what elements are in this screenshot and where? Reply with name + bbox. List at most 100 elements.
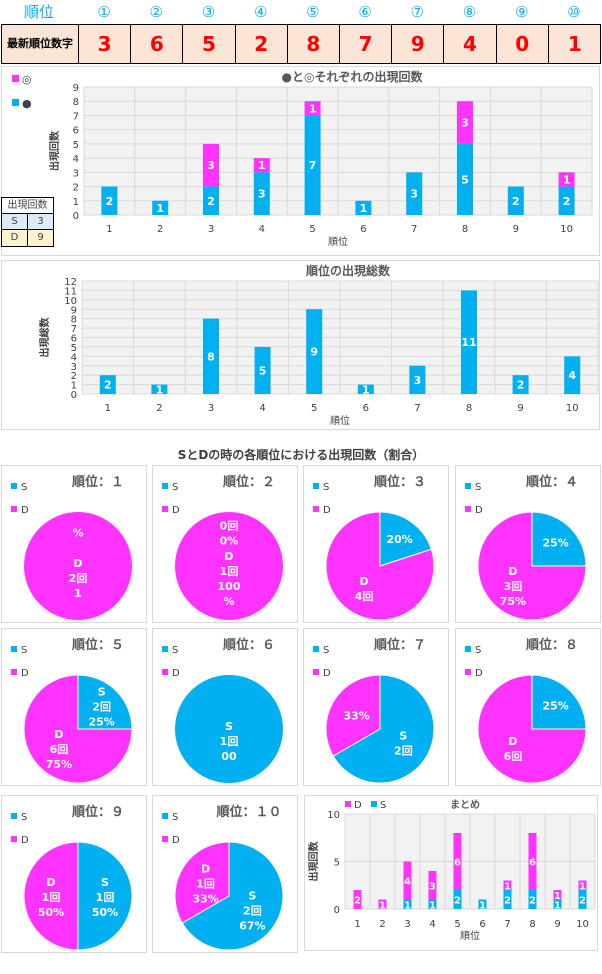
pie-slice-d [24, 512, 132, 620]
pie-data-label: 50% [38, 906, 64, 919]
bar-secondary [304, 101, 321, 116]
x-tick-label: 10 [566, 403, 579, 414]
legend-swatch-secondary [12, 75, 19, 82]
x-tick-label: 9 [554, 919, 560, 930]
pie-data-label: 0回 [220, 519, 239, 533]
pie-slice-d [325, 674, 381, 757]
chart-title: 順位の出現総数 [305, 263, 391, 278]
chart-summary: 0 5 10 2 1 1 2 1 4 3 1 3 4 2 6 5 1 6 2 1 7 2 6 8 1 1 9 2 1 10 まとめ 順位 出現回… [304, 795, 598, 951]
y-tick-label: 4 [71, 352, 77, 363]
pie-data-label: D [54, 728, 63, 741]
pie-title: 順位：９ [72, 804, 124, 820]
x-tick-label: 1 [106, 224, 112, 235]
chart-total-counts: 0 1 2 3 4 5 6 7 8 9 10 11 12 2 1 1 2 8 3 5 4 9 5 1 6 3 7 11 8 2 9 4 10 順位… [1, 260, 600, 430]
data-label: 2 [563, 195, 571, 208]
x-tick-label: 10 [560, 224, 573, 235]
bar-secondary [378, 899, 387, 909]
bar-secondary [558, 172, 575, 187]
pie-data-label: 00 [221, 750, 237, 763]
latest-digit-8: 4 [444, 25, 497, 63]
data-label: 2 [104, 379, 112, 392]
pie-chart-10: S D 順位：１０ S 2回 67% D 1回 33% [152, 795, 298, 953]
legend-swatch-s [313, 646, 319, 652]
latest-digit-7: 9 [392, 25, 445, 63]
count-table-row-s: S 3 [2, 214, 53, 230]
legend-label-d: D [475, 668, 483, 679]
y-tick-label: 3 [73, 168, 79, 179]
pie-data-label: 25% [543, 699, 569, 712]
chart-summary-svg: 05102112143134265162172681192110まとめ順位出現回… [307, 799, 596, 942]
legend-label-s: S [323, 645, 329, 656]
data-label: 2 [504, 896, 511, 907]
rank-header-9: ⑨ [514, 3, 529, 21]
x-axis-label: 順位 [328, 235, 348, 248]
data-label: 1 [360, 202, 368, 215]
pie-data-label: 1回 [220, 564, 239, 578]
data-label: 2 [517, 379, 525, 392]
pie-chart-2: S D 順位：２ 0回 0% D 1回 100% [152, 465, 298, 623]
y-tick-label: 8 [71, 315, 77, 326]
y-tick-label: 9 [71, 305, 77, 316]
x-tick-label: 1 [354, 919, 360, 930]
pie-data-label: 2回 [69, 571, 88, 585]
data-label: 3 [207, 159, 215, 172]
legend-label-s: S [323, 482, 329, 493]
y-tick-label: 2 [73, 183, 79, 194]
pie-data-label: D [201, 863, 210, 876]
y-tick-label: 7 [71, 324, 77, 335]
x-tick-label: 10 [576, 919, 589, 930]
legend-label-d: D [354, 800, 362, 811]
data-label: 2 [579, 896, 586, 907]
bar-primary [306, 309, 323, 394]
pie-data-label: 1 [74, 587, 82, 600]
data-label: 2 [207, 195, 215, 208]
latest-digit-6: 7 [340, 25, 393, 63]
legend-swatch-d [162, 669, 168, 675]
y-tick-label: 10 [64, 296, 77, 307]
legend-label-primary: ● [22, 97, 32, 110]
latest-digit-10: 1 [567, 32, 582, 56]
legend-label-secondary: ◎ [22, 73, 32, 86]
data-label: 3 [461, 117, 469, 130]
y-tick-label: 1 [71, 381, 77, 392]
data-label: 11 [461, 336, 476, 349]
bar-primary [151, 384, 168, 394]
pie-slice-s [332, 674, 435, 784]
latest-digit-9: 0 [497, 25, 549, 63]
bar-primary [457, 143, 473, 215]
legend-label-d: D [21, 835, 29, 846]
count-table-header: 出現回数 [2, 198, 53, 214]
pie-title: 順位：７ [374, 637, 426, 653]
bar-primary [152, 200, 169, 215]
chart-title: ●と◎それぞれの出現回数 [282, 69, 424, 84]
legend-label-d: D [323, 505, 331, 516]
x-tick-label: 8 [466, 403, 472, 414]
bar-secondary [457, 101, 473, 144]
chart-total-counts-svg: 01234567891011122112835495163711829410順位… [38, 263, 599, 427]
x-tick-label: 4 [429, 919, 435, 930]
pie-slice-s [379, 511, 432, 567]
pie-title: 順位：３ [374, 474, 426, 490]
data-label: 3 [410, 188, 418, 201]
x-tick-label: 6 [479, 919, 485, 930]
x-tick-label: 5 [454, 919, 460, 930]
bar-primary [507, 186, 524, 215]
bar-secondary [453, 833, 462, 890]
pie-slice-s [531, 511, 587, 567]
pie-title: 順位：２ [223, 474, 275, 490]
legend-label-d: D [21, 668, 29, 679]
data-label: 1 [579, 881, 586, 892]
pie-slice-s [77, 674, 133, 730]
bar-primary [406, 172, 423, 215]
legend-label-s: S [172, 482, 178, 493]
pie-title: 順位：５ [72, 637, 124, 653]
y-tick-label: 2 [71, 371, 77, 382]
latest-digit-4: 2 [236, 25, 288, 63]
rank-header-7: ⑦ [410, 3, 424, 21]
bar-primary [478, 899, 487, 909]
data-label: 4 [568, 369, 576, 382]
pie-chart-3: S D 順位：３ 20% D 4回 [303, 465, 449, 623]
pie-data-label: % [223, 595, 234, 608]
